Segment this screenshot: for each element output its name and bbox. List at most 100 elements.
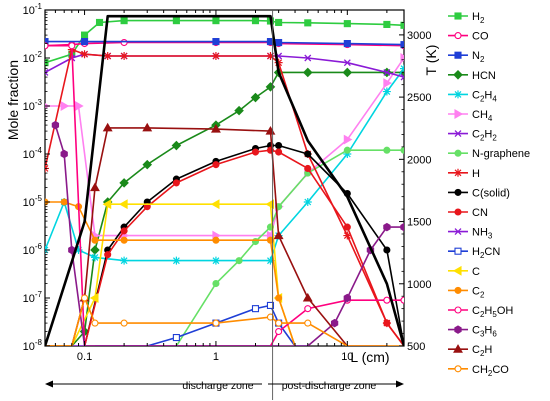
data-point-c2h4-10 [343, 150, 352, 158]
temperature-line [45, 14, 404, 346]
legend-swatch-marker [454, 365, 462, 373]
legend-swatch-marker [454, 306, 462, 314]
data-point-ch4-2 [74, 101, 84, 111]
legend-swatch-marker [454, 51, 462, 59]
data-point-c2h5oh-8 [383, 296, 391, 304]
data-point-h2-12 [383, 20, 391, 28]
series-temperature [45, 14, 404, 346]
data-point-c2-7 [275, 294, 283, 302]
data-point-c2h4-2 [74, 246, 83, 254]
series-line-c3h6 [54, 124, 404, 346]
data-point-c2h2-8 [304, 54, 312, 62]
data-point-c2h2-0 [45, 68, 49, 76]
legend-swatch-marker [454, 32, 462, 40]
data-point-hcn-9 [234, 105, 244, 116]
data-point-c2h4-12 [400, 64, 404, 73]
data-point-hcn-7 [171, 140, 182, 151]
legend-label: C2H2 [472, 129, 497, 143]
data-point-c2-3 [91, 236, 99, 244]
data-point-c-solid-9 [304, 150, 312, 158]
legend-label: C2H [472, 344, 492, 358]
post-discharge-zone-annotation: post-discharge zone [268, 380, 404, 392]
data-point-c2h5oh-9 [400, 296, 404, 304]
legend-swatch-marker [454, 325, 462, 334]
data-point-h-2 [80, 50, 89, 59]
data-point-c-3 [102, 199, 112, 210]
legend-label: C3H6 [472, 325, 497, 339]
legend-swatch-marker [453, 70, 463, 80]
post-discharge-zone-arrowhead [396, 380, 404, 388]
legend-label: CO [472, 31, 489, 43]
data-point-c-2 [89, 293, 99, 303]
y2-tick-label: 500 [407, 341, 425, 353]
data-point-ch4-9 [343, 134, 353, 145]
legend-item-h: H [448, 168, 480, 180]
data-point-c2h4-9 [303, 198, 312, 206]
legend-item-nh3: NH3 [448, 227, 493, 241]
legend-item-c2h2: C2H2 [448, 129, 497, 143]
data-point-h-6 [266, 52, 275, 61]
legend-swatch-marker [453, 344, 463, 353]
legend-swatch-marker [454, 90, 462, 99]
data-point-c2h4-6 [211, 256, 220, 265]
data-point-c2-5 [212, 236, 220, 244]
legend-item-cn: CN [448, 207, 488, 219]
data-point-ch2co-3 [91, 319, 99, 327]
legend-swatch-marker [454, 109, 464, 119]
y-tick-label: 10-7 [23, 290, 43, 305]
data-point-n2-1 [81, 38, 89, 46]
series-ch2co [45, 294, 404, 346]
data-point-ch2co-5 [212, 319, 220, 327]
data-point-c2h5oh-5 [275, 328, 283, 336]
data-point-c3h6-12 [383, 222, 391, 232]
legend-item-ch2co: CH2CO [448, 364, 509, 378]
legend-item-h2cn: H2CN [448, 246, 500, 260]
series-c2 [45, 198, 296, 346]
data-point-c2h4-11 [382, 87, 391, 96]
data-point-h2-4 [120, 17, 128, 25]
data-point-cn-5 [212, 161, 220, 169]
data-point-h-4 [120, 52, 129, 61]
data-point-c2h-6 [210, 124, 221, 133]
data-point-c2h4-5 [172, 256, 181, 265]
data-point-co-3 [120, 38, 128, 47]
data-point-c2h-4 [102, 122, 113, 132]
legend-item-c: C [448, 266, 480, 278]
legend-item-c2h: C2H [448, 344, 492, 358]
data-point-c-solid-11 [383, 246, 391, 254]
legend-item-n-graphene: N-graphene [448, 148, 530, 160]
data-point-hcn-6 [142, 159, 153, 170]
data-point-h2-9 [275, 18, 283, 27]
data-point-c2h2-9 [343, 59, 351, 67]
legend-swatch-marker [452, 265, 462, 276]
legend-item-h2: H2 [448, 11, 485, 25]
data-point-h2-5 [172, 17, 180, 25]
series-line-n-graphene [175, 149, 404, 346]
data-point-ch4-1 [60, 101, 70, 111]
data-point-cn-9 [304, 164, 312, 172]
data-point-c3h6-13 [400, 222, 404, 232]
x-tick-label: 10 [341, 351, 353, 363]
y-tick-label: 10-6 [23, 242, 43, 257]
legend-label: CN [472, 207, 488, 219]
data-point-h2-6 [212, 17, 220, 25]
data-point-c2h5oh-1 [68, 42, 76, 50]
data-point-h-9 [343, 231, 352, 240]
legend-label: C(solid) [472, 187, 510, 199]
data-point-n-graphene-8 [383, 146, 391, 154]
data-point-n2-5 [343, 40, 351, 48]
data-point-c2h2-10 [383, 68, 391, 76]
data-point-c2h-5 [142, 122, 153, 132]
data-point-c2h-3 [90, 182, 100, 192]
data-point-h2-7 [251, 17, 260, 25]
data-point-c-4 [118, 199, 128, 210]
data-point-c2h-9 [302, 292, 313, 302]
data-point-c-6 [265, 199, 275, 210]
series-cn [83, 146, 404, 346]
series-line-ch2co [45, 297, 404, 346]
series-h [45, 45, 404, 346]
data-point-h2cn-4 [251, 305, 260, 313]
post-discharge-zone-label: post-discharge zone [282, 380, 377, 392]
legend-swatch-marker [454, 188, 462, 196]
data-point-c2h4-3 [90, 253, 99, 262]
